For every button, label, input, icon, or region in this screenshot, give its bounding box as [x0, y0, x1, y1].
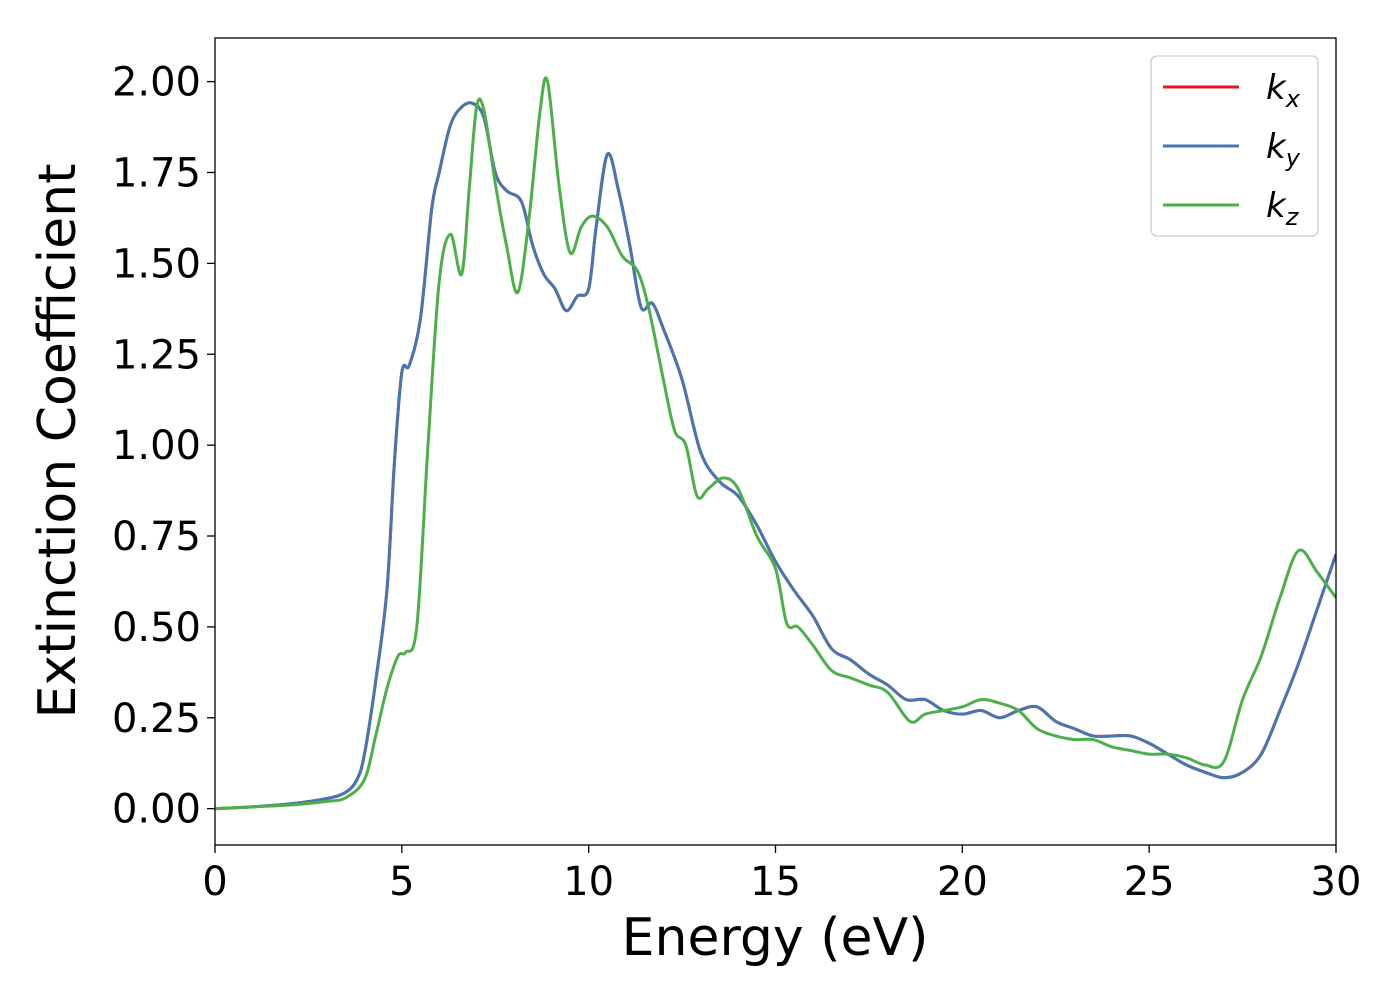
- y-tick-label: 0.00: [112, 787, 201, 833]
- legend-label-base: k: [1266, 127, 1287, 167]
- y-tick-label: 1.00: [112, 423, 201, 469]
- legend-label-subscript: y: [1285, 144, 1301, 172]
- series-line-ky: [215, 101, 1336, 811]
- y-tick-label: 0.75: [112, 514, 201, 560]
- x-tick-label: 5: [389, 859, 414, 905]
- x-tick-label: 30: [1311, 859, 1362, 905]
- y-tick-label: 1.75: [112, 151, 201, 197]
- y-tick-label: 2.00: [112, 60, 201, 106]
- x-tick-label: 20: [937, 859, 988, 905]
- legend-label-base: k: [1266, 186, 1287, 226]
- x-axis-ticks: 0 5 10 15 20 25 30: [202, 845, 1361, 905]
- x-tick-label: 25: [1124, 859, 1175, 905]
- y-axis-ticks: 0.00 0.25 0.50 0.75 1.00 1.25 1.50 1.75 2.00: [112, 60, 215, 833]
- x-tick-label: 10: [563, 859, 614, 905]
- legend-label-ky: ky: [1266, 127, 1301, 172]
- legend-label-subscript: x: [1285, 85, 1301, 113]
- x-tick-label: 0: [202, 859, 227, 905]
- y-axis-title: Extinction Coefficient: [28, 164, 88, 719]
- x-axis-title: Energy (eV): [622, 908, 929, 968]
- series-layer: [215, 76, 1336, 811]
- y-tick-label: 0.25: [112, 696, 201, 742]
- y-tick-label: 1.50: [112, 241, 201, 287]
- y-tick-label: 1.25: [112, 332, 201, 378]
- x-tick-label: 15: [750, 859, 801, 905]
- y-tick-label: 0.50: [112, 605, 201, 651]
- legend-label-kx: kx: [1266, 68, 1301, 113]
- series-line-kz: [215, 76, 1336, 811]
- legend-label-subscript: z: [1285, 203, 1300, 231]
- legend-label-base: k: [1266, 68, 1287, 108]
- legend-label-kz: kz: [1266, 186, 1300, 231]
